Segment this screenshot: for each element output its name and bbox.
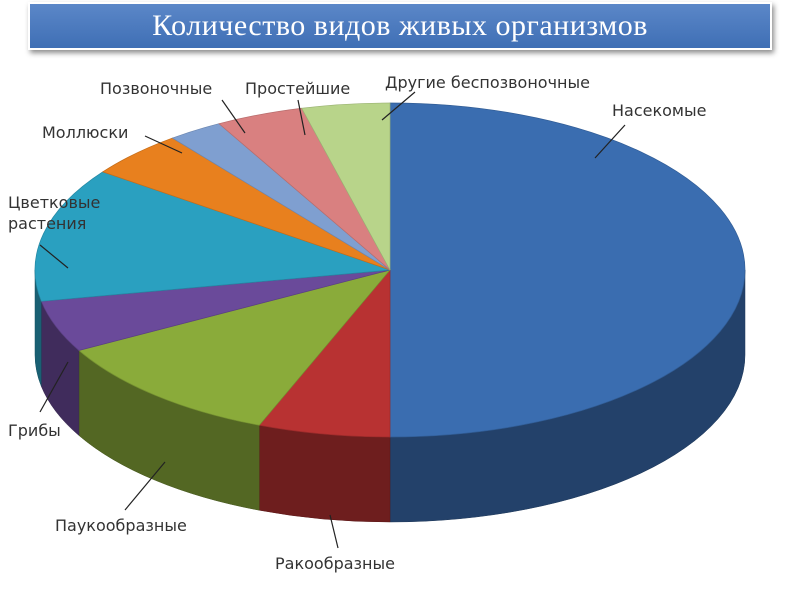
leader-line	[221, 99, 246, 134]
slice	[301, 102, 391, 271]
slice	[258, 269, 391, 438]
leader-line	[329, 514, 339, 549]
slice-label: Другие беспозвоночные	[385, 73, 590, 92]
slice-side	[259, 424, 391, 523]
slice-label: Позвоночные	[100, 79, 213, 98]
slice	[34, 171, 391, 302]
slice-label: Паукообразные	[55, 516, 187, 535]
leader-line	[124, 461, 166, 511]
chart-title: Количество видов живых организмов	[28, 2, 772, 50]
slice	[389, 102, 746, 438]
leader-line	[297, 99, 306, 136]
leader-line	[594, 124, 626, 159]
leader-line	[39, 244, 69, 269]
slice-label: Моллюски	[42, 123, 129, 142]
slice-label: Простейшие	[245, 79, 351, 98]
slice-label: Ракообразные	[275, 554, 395, 573]
leader-line	[144, 135, 183, 154]
slice-label: Насекомые	[612, 101, 707, 120]
leader-line	[39, 361, 69, 413]
slice-label: Грибы	[8, 421, 61, 440]
slice	[78, 269, 391, 426]
leader-line	[381, 91, 416, 121]
slice-label: Цветковые растения	[8, 193, 101, 233]
